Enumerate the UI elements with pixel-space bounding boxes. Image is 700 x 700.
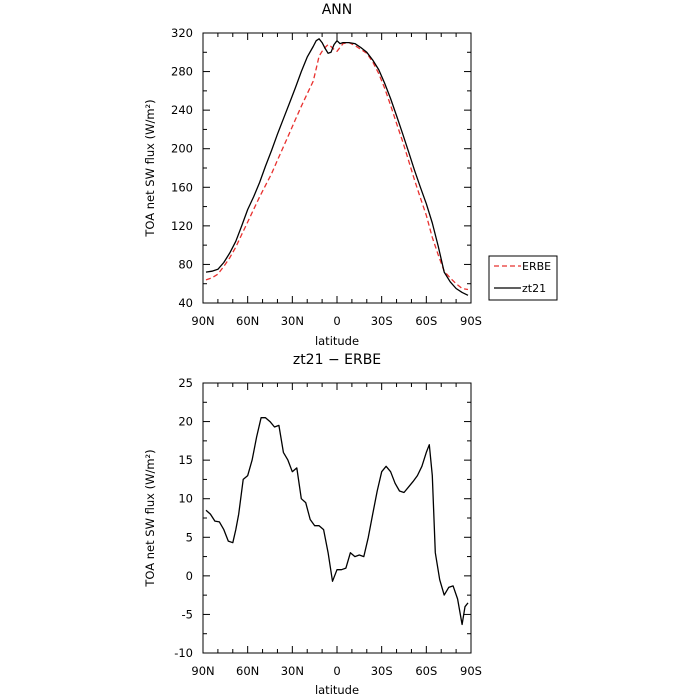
series-lines xyxy=(205,417,469,626)
panel-top: ANN 40 80 120 160 200 240 280 320 90N 60N 30N 0 30S 6… xyxy=(143,2,558,348)
y-tick-label: 280 xyxy=(171,65,193,79)
y-tick-label: 10 xyxy=(178,492,193,506)
x-tick-label: 0 xyxy=(333,314,340,328)
series-line-erbe xyxy=(205,41,469,291)
x-tick-label: 30N xyxy=(281,314,304,328)
y-tick-label: 25 xyxy=(178,376,193,390)
y-tick-label: 5 xyxy=(186,530,193,544)
y-tick-label: 320 xyxy=(171,26,193,40)
y-axis-label: TOA net SW flux (W/m²) xyxy=(143,449,157,587)
x-tick-label: 90N xyxy=(191,314,214,328)
axis-ticks: 40 80 120 160 200 240 280 320 90N 60N 30N 0 30S 60S 90… xyxy=(171,26,482,328)
x-axis-label: latitude xyxy=(315,683,359,697)
x-tick-label: 60N xyxy=(236,314,259,328)
chart-title: zt21 − ERBE xyxy=(293,352,381,368)
y-tick-label: 40 xyxy=(178,296,193,310)
x-tick-label: 30S xyxy=(371,664,393,678)
y-tick-label: 240 xyxy=(171,103,193,117)
y-tick-label: 80 xyxy=(178,257,193,271)
x-tick-label: 30S xyxy=(371,314,393,328)
x-tick-label: 0 xyxy=(333,664,340,678)
y-tick-label: -5 xyxy=(182,607,193,621)
y-tick-label: 200 xyxy=(171,142,193,156)
legend: ERBE zt21 xyxy=(488,255,558,301)
series-line-zt21 xyxy=(205,38,469,296)
x-axis-label: latitude xyxy=(315,334,359,348)
x-tick-label: 60N xyxy=(236,664,259,678)
y-tick-label: 120 xyxy=(171,219,193,233)
x-tick-label: 60S xyxy=(415,314,437,328)
y-tick-label: -10 xyxy=(174,646,193,660)
x-tick-label: 90S xyxy=(460,664,482,678)
legend-label-erbe: ERBE xyxy=(522,260,551,273)
y-tick-label: 160 xyxy=(171,180,193,194)
x-tick-label: 60S xyxy=(415,664,437,678)
chart-title: ANN xyxy=(322,2,353,18)
panel-bottom: zt21 − ERBE -10 -5 0 5 10 15 20 25 90N 60N 30N 0 30S… xyxy=(143,352,482,697)
legend-box xyxy=(488,255,558,301)
x-tick-label: 30N xyxy=(281,664,304,678)
series-line-difference xyxy=(205,417,469,626)
axis-ticks: -10 -5 0 5 10 15 20 25 90N 60N 30N 0 30S 60S 90S xyxy=(174,376,482,678)
y-tick-label: 20 xyxy=(178,415,193,429)
plot-frame xyxy=(202,32,472,304)
x-tick-label: 90N xyxy=(191,664,214,678)
y-axis-label: TOA net SW flux (W/m²) xyxy=(143,99,157,237)
x-tick-label: 90S xyxy=(460,314,482,328)
series-lines xyxy=(205,38,469,296)
y-tick-label: 0 xyxy=(186,569,193,583)
legend-label-zt21: zt21 xyxy=(522,282,546,295)
y-tick-label: 15 xyxy=(178,453,193,467)
plot-frame xyxy=(202,382,472,654)
